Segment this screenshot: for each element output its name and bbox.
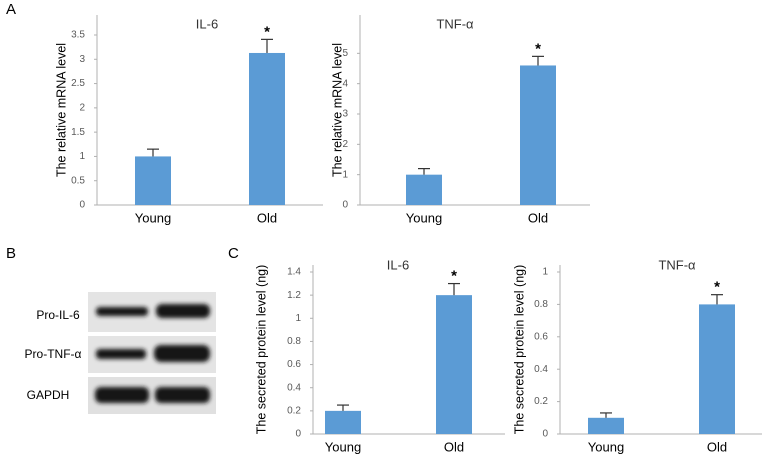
y-tick-label: 0.6 (534, 331, 548, 342)
x-tick-label: Young (325, 439, 361, 454)
significance-marker: * (714, 279, 720, 296)
y-tick-label: 0 (342, 200, 348, 211)
x-tick-label: Young (135, 210, 171, 225)
y-tick-label: 5 (342, 48, 348, 59)
panel-label: B (6, 245, 16, 262)
y-tick-label: 0.2 (534, 396, 548, 407)
y-tick-label: 1.4 (287, 267, 301, 278)
blot-band (156, 304, 210, 318)
chart-title: IL-6 (196, 16, 218, 31)
significance-marker: * (264, 23, 270, 40)
y-tick-label: 0 (79, 200, 85, 211)
x-tick-label: Young (406, 210, 442, 225)
y-tick-label: 1 (79, 151, 85, 162)
bar (249, 52, 285, 205)
y-tick-label: 0.4 (534, 364, 548, 375)
x-tick-label: Old (257, 210, 277, 225)
bar (436, 295, 472, 434)
y-tick-label: 3 (79, 54, 85, 65)
blot-band (154, 345, 210, 362)
bar (520, 65, 556, 205)
y-tick-label: 0 (542, 429, 548, 440)
blot-band (96, 307, 148, 316)
y-tick-label: 0.5 (71, 175, 85, 186)
y-tick-label: 4 (342, 78, 348, 89)
y-axis-label: The relative mRNA level (330, 43, 344, 177)
bar (406, 174, 442, 205)
western-blot: Pro-IL-6 Pro-TNF-α GAPDH (25, 292, 216, 414)
y-tick-label: 1 (342, 169, 348, 180)
y-tick-label: 3 (342, 109, 348, 120)
blot-band (95, 387, 149, 403)
y-tick-label: 2 (79, 102, 85, 113)
y-tick-label: 0.2 (287, 405, 301, 416)
blot-band (155, 387, 210, 403)
bar (588, 417, 624, 434)
blot-label: GAPDH (27, 388, 70, 402)
y-tick-label: 3.5 (71, 30, 85, 41)
y-tick-label: 1 (542, 267, 548, 278)
y-tick-label: 2 (342, 139, 348, 150)
y-tick-label: 1.5 (71, 127, 85, 138)
y-tick-label: 0 (295, 429, 301, 440)
y-tick-label: 0.8 (287, 336, 301, 347)
y-tick-label: 1.2 (287, 290, 301, 301)
y-tick-label: 0.6 (287, 359, 301, 370)
panel-label: A (6, 1, 16, 18)
chart-title: IL-6 (387, 257, 409, 272)
blot-label: Pro-TNF-α (25, 347, 82, 361)
significance-marker: * (451, 268, 457, 285)
blot-label: Pro-IL-6 (36, 308, 80, 322)
panel-label: C (228, 245, 239, 262)
y-tick-label: 2.5 (71, 78, 85, 89)
significance-marker: * (535, 40, 541, 57)
bar (135, 156, 171, 205)
bar (699, 304, 735, 434)
x-tick-label: Old (707, 439, 727, 454)
bar (325, 410, 361, 434)
blot-band (96, 349, 146, 359)
chart-title: TNF-α (658, 257, 696, 272)
y-tick-label: 1 (295, 313, 301, 324)
y-tick-label: 0.4 (287, 382, 301, 393)
y-axis-label: The relative mRNA level (54, 43, 68, 177)
x-tick-label: Old (444, 439, 464, 454)
y-axis-label: The secreted protein level (ng) (254, 265, 268, 435)
x-tick-label: Young (588, 439, 624, 454)
y-tick-label: 0.8 (534, 299, 548, 310)
x-tick-label: Old (528, 210, 548, 225)
chart-title: TNF-α (436, 16, 474, 31)
y-axis-label: The secreted protein level (ng) (512, 265, 526, 435)
